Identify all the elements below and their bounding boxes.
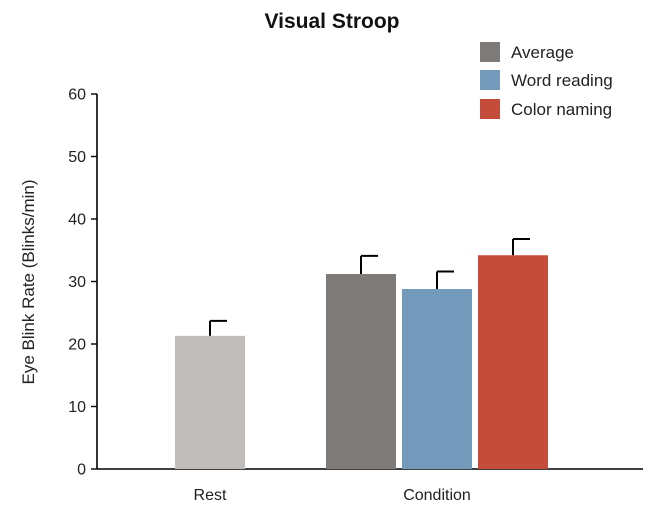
- bar-word-reading: [402, 289, 472, 469]
- y-tick-label: 20: [68, 337, 86, 354]
- y-tick-label: 10: [68, 399, 86, 416]
- bar-color-naming: [478, 255, 548, 469]
- legend: Average Word reading Color naming: [480, 42, 613, 119]
- bar-rest: [175, 335, 245, 469]
- y-axis-label: Eye Blink Rate (Blinks/min): [19, 179, 38, 384]
- legend-swatch: [480, 42, 500, 62]
- bar-average: [326, 274, 396, 469]
- legend-label: Word reading: [511, 71, 613, 90]
- chart-title: Visual Stroop: [265, 10, 400, 33]
- y-tick-label: 60: [68, 87, 86, 104]
- y-tick-label: 50: [68, 149, 86, 166]
- x-category-label: Rest: [194, 487, 227, 504]
- y-tick-label: 0: [77, 462, 86, 479]
- legend-swatch: [480, 70, 500, 90]
- x-category-label: Condition: [403, 487, 471, 504]
- y-tick-label: 40: [68, 212, 86, 229]
- legend-label: Average: [511, 43, 574, 62]
- plot-area: 0 10 20 30 40 50 60 Rest Condition: [68, 87, 643, 504]
- y-tick-label: 30: [68, 274, 86, 291]
- legend-swatch: [480, 99, 500, 119]
- legend-label: Color naming: [511, 100, 612, 119]
